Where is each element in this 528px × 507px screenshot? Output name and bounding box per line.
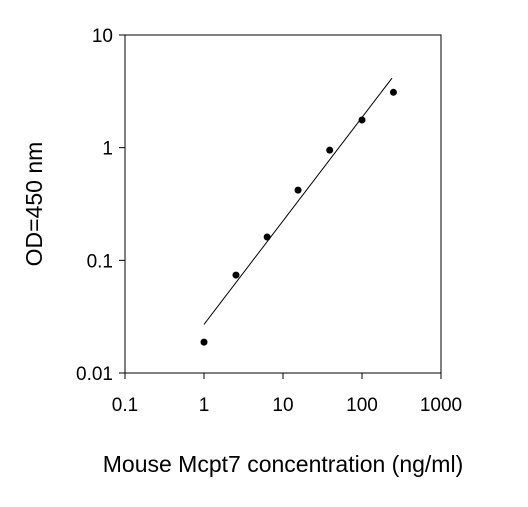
x-tick-label: 1 xyxy=(199,395,210,416)
data-point xyxy=(263,233,271,241)
data-point xyxy=(294,186,302,194)
y-tick-label: 10 xyxy=(92,26,113,47)
data-point xyxy=(389,88,397,96)
y-tick-label: 0.1 xyxy=(87,251,113,272)
x-tick-label: 10 xyxy=(272,395,293,416)
plot-frame xyxy=(124,34,442,374)
y-tick-label: 1 xyxy=(102,139,113,160)
x-tick-label: 1000 xyxy=(420,395,462,416)
data-point xyxy=(326,146,334,154)
y-tick-label: 0.01 xyxy=(76,364,113,385)
x-axis-label: Mouse Mcpt7 concentration (ng/ml) xyxy=(103,451,464,477)
data-point xyxy=(232,271,240,279)
x-tick-label: 0.1 xyxy=(112,395,138,416)
fit-line xyxy=(203,77,393,325)
y-axis-label: OD=450 nm xyxy=(21,142,47,267)
x-tick-label: 100 xyxy=(346,395,378,416)
data-point xyxy=(358,116,366,124)
data-point xyxy=(200,338,208,346)
